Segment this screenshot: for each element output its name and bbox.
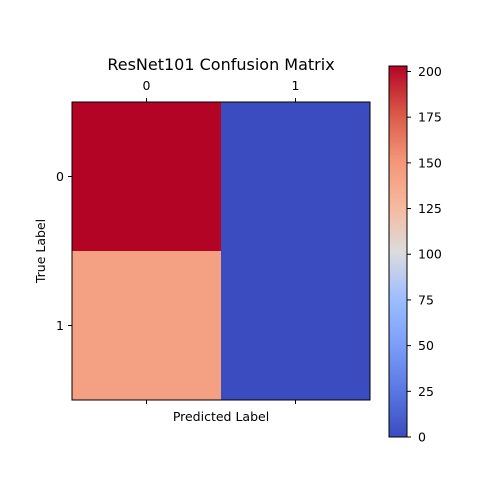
colorbar-tick-label-6: 150 — [418, 155, 442, 170]
heatmap-cell-0-0 — [72, 102, 221, 251]
colorbar-tick-label-8: 200 — [418, 64, 442, 79]
y-tick-label-0: 0 — [56, 169, 64, 184]
colorbar-ticks: 0 25 50 75 100 125 150 175 200 — [407, 64, 442, 445]
colorbar-tick-label-4: 100 — [418, 247, 442, 262]
colorbar-tick-label-3: 75 — [418, 292, 434, 307]
colorbar-tick-label-5: 125 — [418, 201, 442, 216]
heatmap-cells — [72, 102, 370, 400]
plot-frame — [71, 101, 371, 401]
y-axis-label: True Label — [33, 219, 48, 284]
heatmap-cell-0-1 — [221, 102, 370, 251]
y-tick-label-1: 1 — [56, 318, 64, 333]
chart-title: ResNet101 Confusion Matrix — [107, 55, 334, 74]
heatmap-cell-1-1 — [221, 251, 370, 400]
colorbar-tick-label-7: 175 — [418, 110, 442, 125]
colorbar-tick-label-2: 50 — [418, 338, 434, 353]
x-tick-label-0: 0 — [143, 78, 151, 93]
colorbar — [388, 65, 408, 438]
colorbar-tick-label-0: 0 — [418, 430, 426, 445]
y-axis-ticks: 01 — [56, 169, 72, 333]
x-axis-label: Predicted Label — [173, 409, 269, 424]
colorbar-tick-label-1: 25 — [418, 384, 434, 399]
x-tick-label-1: 1 — [292, 78, 300, 93]
heatmap-cell-1-0 — [72, 251, 221, 400]
